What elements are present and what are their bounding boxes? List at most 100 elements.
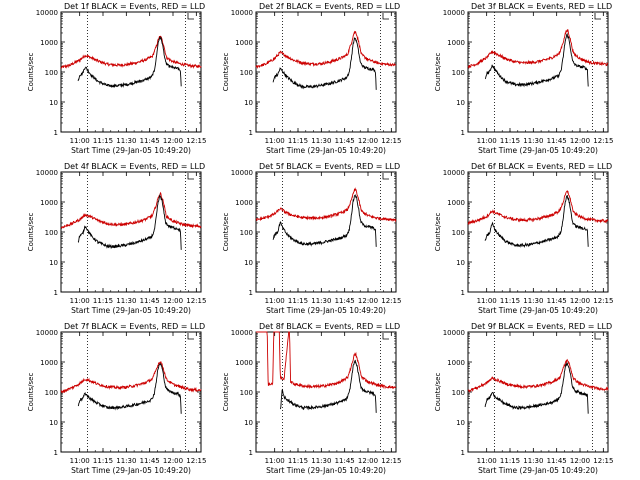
y-axis-label: Counts/sec xyxy=(434,53,442,92)
lld-trace xyxy=(256,331,397,390)
x-tick-label: 11:00 xyxy=(70,297,90,305)
events-trace xyxy=(484,33,589,88)
y-tick-label: 1000 xyxy=(40,199,58,207)
y-tick-label: 10 xyxy=(244,259,253,267)
y-tick-label: 1000 xyxy=(40,39,58,47)
x-tick-label: 11:00 xyxy=(477,137,497,145)
x-tick-label: 12:00 xyxy=(163,457,183,465)
x-tick-label: 11:15 xyxy=(288,137,308,145)
x-tick-label: 11:15 xyxy=(93,297,113,305)
x-axis-label: Start Time (29-Jan-05 10:49:20) xyxy=(266,146,386,155)
x-tick-label: 11:00 xyxy=(477,457,497,465)
y-tick-label: 100 xyxy=(240,389,253,397)
x-tick-label: 11:30 xyxy=(311,457,331,465)
lld-trace xyxy=(467,28,609,70)
chart-title: Det 9f BLACK = Events, RED = LLD xyxy=(471,322,612,331)
x-tick-label: 11:00 xyxy=(477,297,497,305)
corner-mark xyxy=(187,173,194,180)
x-tick-label: 11:30 xyxy=(523,297,543,305)
lld-trace xyxy=(60,361,202,394)
chart-8: Det 8f BLACK = Events, RED = LLD 1 10 100 10… xyxy=(222,322,401,475)
y-tick-label: 1 xyxy=(54,129,58,137)
plot-frame xyxy=(467,331,609,453)
x-tick-label: 11:45 xyxy=(335,137,355,145)
x-tick-label: 11:15 xyxy=(288,297,308,305)
x-tick-label: 11:30 xyxy=(116,137,136,145)
x-tick-label: 11:15 xyxy=(93,137,113,145)
x-tick-label: 11:45 xyxy=(140,137,160,145)
y-tick-label: 100 xyxy=(452,229,465,237)
y-tick-label: 10 xyxy=(456,99,465,107)
y-tick-label: 100 xyxy=(45,69,58,77)
x-tick-label: 11:15 xyxy=(288,457,308,465)
x-tick-label: 11:45 xyxy=(547,297,567,305)
x-tick-label: 11:30 xyxy=(523,137,543,145)
y-axis-label: Counts/sec xyxy=(27,213,35,252)
chart-9: Det 9f BLACK = Events, RED = LLD 1 10 100 10… xyxy=(434,322,613,475)
y-tick-label: 1 xyxy=(249,129,253,137)
y-tick-label: 100 xyxy=(240,69,253,77)
chart-title: Det 7f BLACK = Events, RED = LLD xyxy=(64,322,205,331)
y-tick-label: 1 xyxy=(461,289,465,297)
x-tick-label: 11:30 xyxy=(523,457,543,465)
y-tick-label: 10 xyxy=(49,419,58,427)
corner-mark xyxy=(382,333,389,340)
y-tick-label: 1 xyxy=(54,289,58,297)
x-tick-label: 12:15 xyxy=(593,137,613,145)
x-tick-label: 12:00 xyxy=(163,137,183,145)
x-tick-label: 11:30 xyxy=(311,137,331,145)
y-tick-label: 10 xyxy=(49,99,58,107)
y-tick-label: 1000 xyxy=(447,39,465,47)
events-trace xyxy=(77,363,182,414)
x-tick-label: 12:15 xyxy=(381,457,401,465)
y-tick-label: 10 xyxy=(456,419,465,427)
plot-frame xyxy=(467,171,609,293)
events-trace xyxy=(272,194,377,247)
events-trace xyxy=(280,359,377,413)
y-tick-label: 10000 xyxy=(443,9,465,17)
corner-mark xyxy=(594,333,601,340)
y-tick-label: 10 xyxy=(456,259,465,267)
y-tick-label: 1 xyxy=(249,289,253,297)
y-axis-label: Counts/sec xyxy=(222,373,230,412)
y-tick-label: 100 xyxy=(45,229,58,237)
y-axis-label: Counts/sec xyxy=(222,53,230,92)
y-tick-label: 10000 xyxy=(36,169,58,177)
y-tick-label: 10000 xyxy=(36,9,58,17)
y-tick-label: 1000 xyxy=(235,39,253,47)
y-axis-label: Counts/sec xyxy=(27,373,35,412)
lld-trace xyxy=(255,30,397,69)
x-tick-label: 11:45 xyxy=(140,297,160,305)
chart-4: Det 4f BLACK = Events, RED = LLD 1 10 100 10… xyxy=(27,162,206,315)
lld-trace xyxy=(255,187,397,223)
y-tick-label: 10000 xyxy=(231,9,253,17)
x-tick-label: 12:00 xyxy=(358,137,378,145)
lld-trace xyxy=(60,35,202,70)
x-tick-label: 12:15 xyxy=(593,457,613,465)
y-tick-label: 100 xyxy=(452,69,465,77)
y-tick-label: 10 xyxy=(49,259,58,267)
y-tick-label: 1000 xyxy=(447,359,465,367)
corner-mark xyxy=(187,13,194,20)
events-trace xyxy=(484,362,589,414)
x-tick-label: 12:00 xyxy=(570,297,590,305)
y-axis-label: Counts/sec xyxy=(27,53,35,92)
y-axis-label: Counts/sec xyxy=(222,213,230,252)
y-tick-label: 10 xyxy=(244,99,253,107)
x-tick-label: 11:00 xyxy=(265,457,285,465)
y-tick-label: 1 xyxy=(461,129,465,137)
x-tick-label: 12:00 xyxy=(570,137,590,145)
y-tick-label: 10000 xyxy=(231,329,253,337)
x-tick-label: 11:00 xyxy=(265,297,285,305)
events-trace xyxy=(484,194,589,248)
y-tick-label: 100 xyxy=(452,389,465,397)
events-trace xyxy=(77,36,182,89)
x-tick-label: 11:30 xyxy=(116,457,136,465)
lld-trace xyxy=(467,189,609,225)
x-tick-label: 11:45 xyxy=(335,297,355,305)
chart-title: Det 3f BLACK = Events, RED = LLD xyxy=(471,2,612,11)
chart-title: Det 4f BLACK = Events, RED = LLD xyxy=(64,162,205,171)
y-tick-label: 10000 xyxy=(36,329,58,337)
x-tick-label: 11:45 xyxy=(335,457,355,465)
x-tick-label: 12:00 xyxy=(163,297,183,305)
